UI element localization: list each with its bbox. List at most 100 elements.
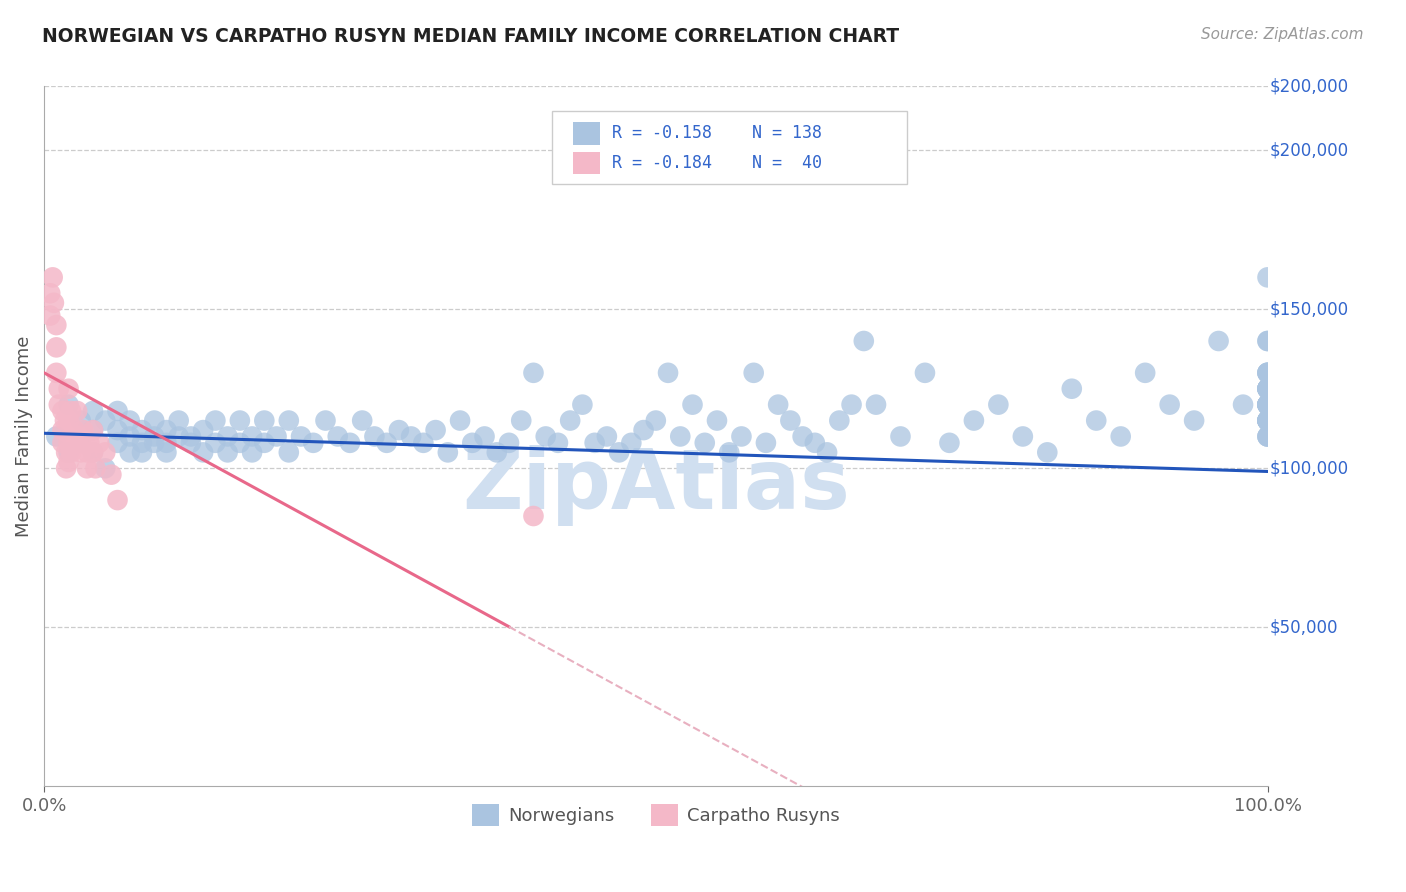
Point bbox=[55, 445, 77, 459]
Point bbox=[51, 423, 73, 437]
Point bbox=[1257, 398, 1279, 412]
Point bbox=[82, 404, 104, 418]
Text: R = -0.184    N =  40: R = -0.184 N = 40 bbox=[612, 153, 821, 172]
Point bbox=[644, 413, 666, 427]
Point bbox=[94, 413, 117, 427]
Point bbox=[39, 286, 62, 301]
Point bbox=[730, 429, 752, 443]
Point bbox=[755, 435, 778, 450]
Point bbox=[84, 461, 107, 475]
Point bbox=[39, 309, 62, 323]
Point bbox=[240, 429, 263, 443]
Point bbox=[69, 413, 91, 427]
Point bbox=[547, 435, 569, 450]
Point bbox=[571, 398, 593, 412]
Point bbox=[1257, 270, 1279, 285]
Point bbox=[1257, 398, 1279, 412]
Point bbox=[191, 423, 214, 437]
Point bbox=[82, 445, 104, 459]
Point bbox=[1257, 429, 1279, 443]
Point bbox=[1109, 429, 1132, 443]
Point bbox=[58, 413, 80, 427]
Text: $200,000: $200,000 bbox=[1270, 78, 1350, 95]
Point bbox=[82, 445, 104, 459]
Point bbox=[143, 429, 166, 443]
Point bbox=[118, 445, 141, 459]
Point bbox=[1257, 413, 1279, 427]
Point bbox=[100, 467, 122, 482]
Point bbox=[1257, 398, 1279, 412]
Point bbox=[633, 423, 655, 437]
Point bbox=[1257, 398, 1279, 412]
Point bbox=[53, 413, 76, 427]
Point bbox=[583, 435, 606, 450]
Point bbox=[841, 398, 863, 412]
Point bbox=[437, 445, 460, 459]
Point bbox=[69, 435, 91, 450]
Point bbox=[682, 398, 704, 412]
Point bbox=[388, 423, 411, 437]
Point bbox=[706, 413, 728, 427]
Point bbox=[107, 493, 129, 508]
Point bbox=[180, 435, 202, 450]
Point bbox=[155, 423, 177, 437]
Point bbox=[399, 429, 422, 443]
FancyBboxPatch shape bbox=[572, 152, 599, 174]
Point bbox=[45, 340, 67, 354]
Point bbox=[58, 435, 80, 450]
Point bbox=[963, 413, 986, 427]
Point bbox=[779, 413, 801, 427]
Point bbox=[76, 461, 98, 475]
Point bbox=[48, 398, 70, 412]
Point bbox=[1257, 413, 1279, 427]
Point bbox=[766, 398, 789, 412]
Text: R = -0.158    N = 138: R = -0.158 N = 138 bbox=[612, 124, 821, 143]
Point bbox=[118, 413, 141, 427]
Point bbox=[277, 445, 299, 459]
Text: Source: ZipAtlas.com: Source: ZipAtlas.com bbox=[1201, 27, 1364, 42]
Point bbox=[143, 435, 166, 450]
Point bbox=[82, 423, 104, 437]
Point bbox=[620, 435, 643, 450]
Point bbox=[45, 429, 67, 443]
Point bbox=[1257, 413, 1279, 427]
Point bbox=[253, 413, 276, 427]
Point bbox=[1257, 366, 1279, 380]
Point bbox=[66, 404, 89, 418]
Point bbox=[485, 445, 508, 459]
Point bbox=[1257, 382, 1279, 396]
Point bbox=[51, 435, 73, 450]
Point bbox=[669, 429, 692, 443]
Point bbox=[1257, 429, 1279, 443]
Point bbox=[89, 435, 111, 450]
Point bbox=[94, 461, 117, 475]
Point bbox=[461, 435, 484, 450]
Point bbox=[1257, 429, 1279, 443]
Point bbox=[60, 429, 83, 443]
Text: $150,000: $150,000 bbox=[1270, 301, 1350, 318]
Text: NORWEGIAN VS CARPATHO RUSYN MEDIAN FAMILY INCOME CORRELATION CHART: NORWEGIAN VS CARPATHO RUSYN MEDIAN FAMIL… bbox=[42, 27, 900, 45]
Point bbox=[914, 366, 936, 380]
Point bbox=[534, 429, 557, 443]
Point bbox=[852, 334, 875, 348]
Point bbox=[1208, 334, 1230, 348]
Point bbox=[155, 435, 177, 450]
Point bbox=[560, 413, 582, 427]
Point bbox=[63, 435, 86, 450]
Point bbox=[1257, 413, 1279, 427]
Point bbox=[792, 429, 814, 443]
Point bbox=[1257, 382, 1279, 396]
Point bbox=[1257, 398, 1279, 412]
Point bbox=[51, 404, 73, 418]
Point bbox=[45, 366, 67, 380]
Point bbox=[865, 398, 887, 412]
Point bbox=[1159, 398, 1181, 412]
Point bbox=[229, 435, 252, 450]
Point bbox=[889, 429, 911, 443]
Text: $50,000: $50,000 bbox=[1270, 618, 1339, 636]
Point bbox=[1036, 445, 1059, 459]
Point bbox=[58, 455, 80, 469]
Point bbox=[94, 445, 117, 459]
Point bbox=[1257, 382, 1279, 396]
Point bbox=[1257, 366, 1279, 380]
